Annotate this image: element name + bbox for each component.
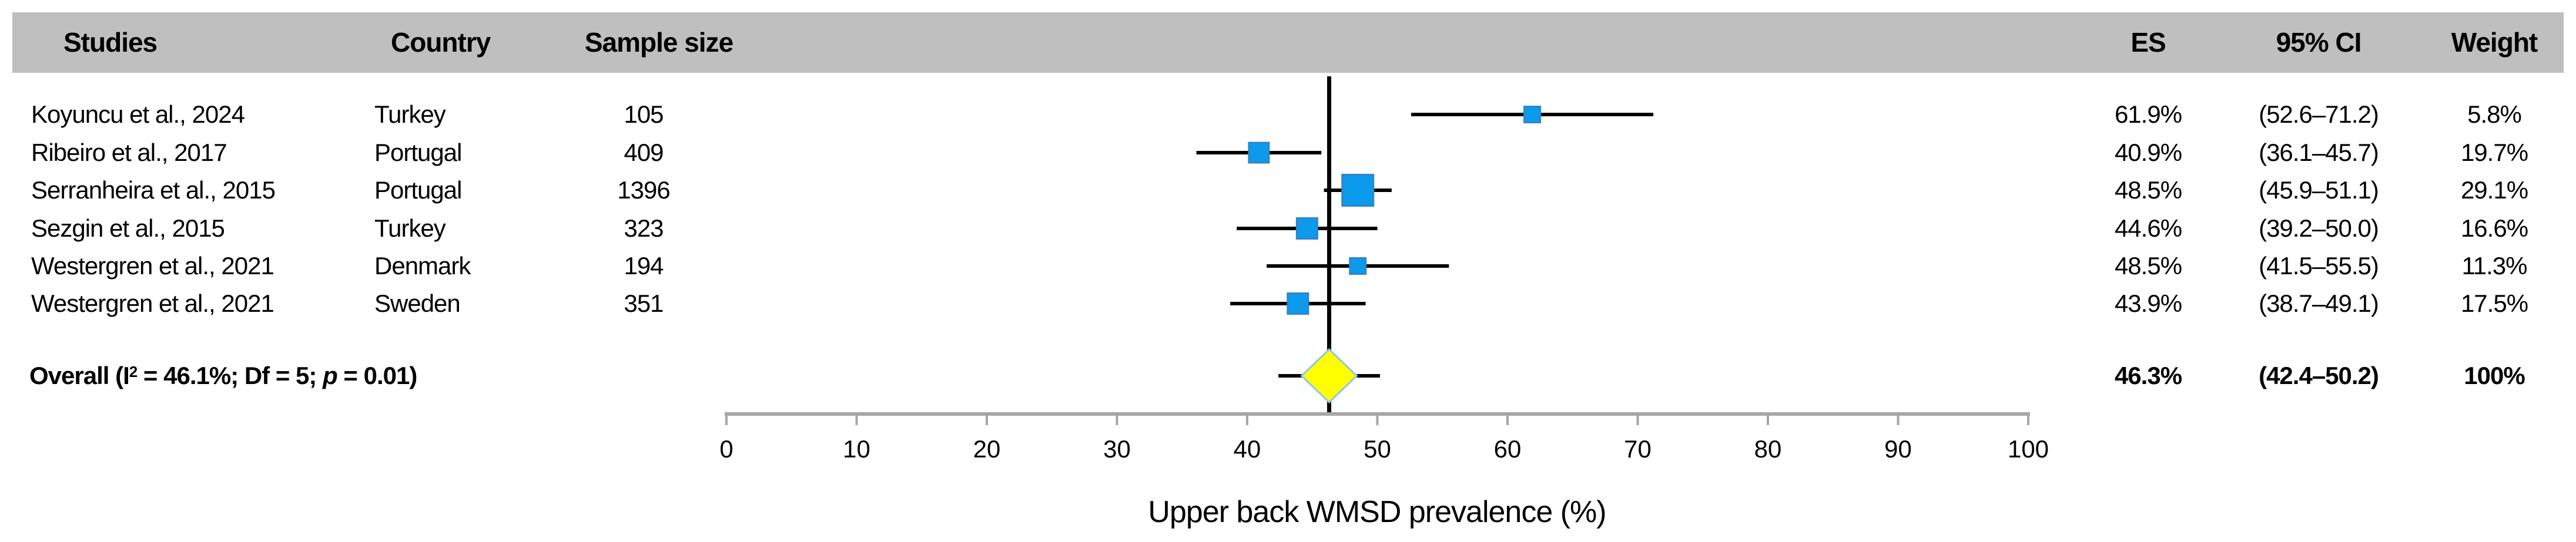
- study-name: Westergren et al., 2021: [31, 289, 274, 317]
- study-sample-size: 409: [624, 139, 664, 166]
- column-header-ci: 95% CI: [2276, 27, 2362, 58]
- x-axis-tick-label: 100: [2007, 435, 2049, 463]
- column-header-studies: Studies: [63, 27, 158, 58]
- study-es-value: 48.5%: [2114, 176, 2182, 204]
- overall-label-segment: 2: [129, 363, 138, 381]
- study-ci-value: (45.9–51.1): [2259, 176, 2379, 204]
- x-axis-title: Upper back WMSD prevalence (%): [1148, 495, 1606, 529]
- column-header-weight: Weight: [2451, 27, 2538, 58]
- x-axis-tick-label: 20: [973, 435, 1001, 463]
- study-es-value: 48.5%: [2114, 252, 2182, 280]
- study-effect-square: [1295, 217, 1318, 240]
- study-weight-value: 5.8%: [2467, 100, 2522, 128]
- study-ci-value: (39.2–50.0): [2259, 214, 2379, 242]
- study-es-value: 40.9%: [2114, 139, 2182, 166]
- column-header-sample-size: Sample size: [584, 27, 733, 58]
- study-country: Turkey: [374, 100, 446, 128]
- overall-label-segment: Overall (I: [29, 362, 130, 389]
- study-effect-square: [1349, 257, 1367, 275]
- x-axis-tick-label: 0: [719, 435, 733, 463]
- study-name: Ribeiro et al., 2017: [31, 139, 227, 166]
- study-weight-value: 29.1%: [2460, 176, 2528, 204]
- study-effect-square: [1523, 106, 1542, 123]
- study-weight-value: 17.5%: [2460, 289, 2528, 317]
- x-axis-tick-label: 40: [1233, 435, 1261, 463]
- study-name: Serranheira et al., 2015: [31, 176, 276, 204]
- study-name: Koyuncu et al., 2024: [31, 100, 245, 128]
- x-axis-tick-label: 70: [1624, 435, 1652, 463]
- study-es-value: 61.9%: [2114, 100, 2182, 128]
- overall-label-segment: = 46.1%; Df = 5;: [137, 362, 323, 389]
- study-sample-size: 194: [624, 252, 664, 280]
- study-sample-size: 323: [624, 214, 664, 242]
- study-country: Sweden: [374, 289, 461, 317]
- x-axis-tick-label: 90: [1884, 435, 1912, 463]
- study-country: Turkey: [374, 214, 446, 242]
- overall-label-segment: = 0.01): [337, 362, 417, 389]
- overall-ci-value: (42.4–50.2): [2259, 362, 2379, 389]
- study-sample-size: 105: [624, 100, 664, 128]
- x-axis-tick-label: 60: [1493, 435, 1522, 463]
- study-weight-value: 16.6%: [2460, 214, 2528, 242]
- table-header-band: [12, 12, 2564, 73]
- study-es-value: 43.9%: [2114, 289, 2182, 317]
- study-country: Portugal: [374, 139, 462, 166]
- study-sample-size: 351: [624, 289, 664, 317]
- study-weight-value: 19.7%: [2460, 139, 2528, 166]
- study-ci-value: (36.1–45.7): [2259, 139, 2379, 166]
- study-name: Westergren et al., 2021: [31, 252, 274, 280]
- study-effect-square: [1248, 142, 1270, 164]
- overall-label: Overall (I2 = 46.1%; Df = 5; p = 0.01): [29, 362, 417, 390]
- study-effect-square: [1341, 174, 1375, 207]
- study-ci-value: (38.7–49.1): [2259, 289, 2379, 317]
- study-country: Denmark: [374, 252, 471, 280]
- x-axis-tick-label: 30: [1103, 435, 1131, 463]
- study-weight-value: 11.3%: [2461, 252, 2528, 280]
- study-es-value: 44.6%: [2114, 214, 2182, 242]
- overall-es-value: 46.3%: [2114, 362, 2182, 389]
- overall-diamond: [1300, 348, 1358, 404]
- x-axis-tick-label: 10: [843, 435, 870, 463]
- column-header-es: ES: [2131, 27, 2166, 58]
- study-sample-size: 1396: [617, 176, 670, 204]
- x-axis-tick-label: 80: [1754, 435, 1782, 463]
- column-header-country: Country: [391, 27, 491, 58]
- x-axis-tick-label: 50: [1364, 435, 1391, 463]
- overall-label-segment: p: [323, 362, 338, 389]
- study-name: Sezgin et al., 2015: [31, 214, 225, 242]
- study-ci-value: (41.5–55.5): [2259, 252, 2379, 280]
- study-effect-square: [1287, 292, 1309, 315]
- study-country: Portugal: [374, 176, 462, 204]
- study-ci-value: (52.6–71.2): [2259, 100, 2379, 128]
- overall-weight-value: 100%: [2464, 362, 2525, 389]
